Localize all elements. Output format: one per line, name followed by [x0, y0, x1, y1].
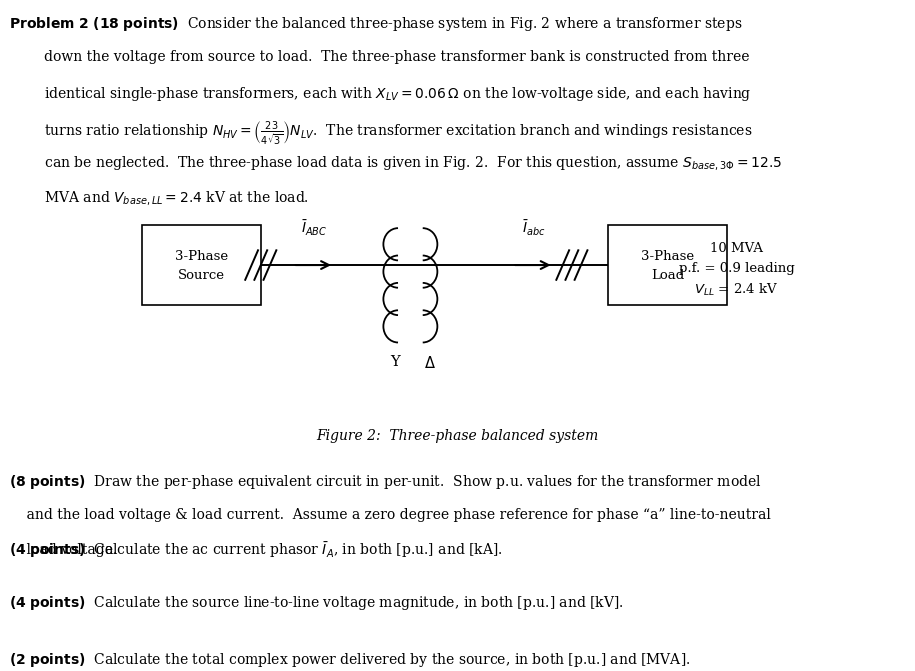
- Text: Y: Y: [391, 354, 400, 368]
- Text: 3-Phase: 3-Phase: [175, 250, 228, 264]
- Text: and the load voltage & load current.  Assume a zero degree phase reference for p: and the load voltage & load current. Ass…: [9, 508, 771, 522]
- Text: Load: Load: [651, 269, 684, 282]
- Text: $\mathbf{(8\ points)}$  Draw the per-phase equivalent circuit in per-unit.  Show: $\mathbf{(8\ points)}$ Draw the per-phas…: [9, 473, 761, 491]
- Text: 3-Phase: 3-Phase: [641, 250, 694, 264]
- Text: $\mathbf{(4\ points)}$  Calculate the source line-to-line voltage magnitude, in : $\mathbf{(4\ points)}$ Calculate the sou…: [9, 594, 624, 612]
- Text: Source: Source: [178, 269, 225, 282]
- Text: $\Delta$: $\Delta$: [425, 354, 436, 370]
- Text: $\mathbf{(2\ points)}$  Calculate the total complex power delivered by the sourc: $\mathbf{(2\ points)}$ Calculate the tot…: [9, 651, 691, 669]
- Text: $\mathbf{(4\ points)}$  Calculate the ac current phasor $\bar{I}_A$, in both [p.: $\mathbf{(4\ points)}$ Calculate the ac …: [9, 540, 502, 560]
- Text: $\bar{I}_{abc}$: $\bar{I}_{abc}$: [522, 219, 545, 238]
- Text: Figure 2:  Three-phase balanced system: Figure 2: Three-phase balanced system: [317, 429, 598, 444]
- Text: $\mathbf{Problem\ 2\ (18\ points)}$  Consider the balanced three-phase system in: $\mathbf{Problem\ 2\ (18\ points)}$ Cons…: [9, 15, 743, 33]
- Text: $V_{LL}$ = 2.4 kV: $V_{LL}$ = 2.4 kV: [694, 282, 779, 298]
- Text: load voltage.: load voltage.: [9, 543, 117, 557]
- Text: MVA and $V_{base,LL} = 2.4$ kV at the load.: MVA and $V_{base,LL} = 2.4$ kV at the lo…: [9, 189, 309, 207]
- Bar: [142, 225, 261, 305]
- Text: 10 MVA: 10 MVA: [710, 242, 763, 254]
- Text: can be neglected.  The three-phase load data is given in Fig. 2.  For this quest: can be neglected. The three-phase load d…: [9, 154, 782, 172]
- Text: down the voltage from source to load.  The three-phase transformer bank is const: down the voltage from source to load. Th…: [9, 50, 749, 64]
- Text: identical single-phase transformers, each with $X_{LV} = 0.06\,\Omega$ on the lo: identical single-phase transformers, eac…: [9, 85, 751, 103]
- Text: turns ratio relationship $N_{HV} = \left(\frac{23}{4\sqrt{3}}\right)N_{LV}$.  Th: turns ratio relationship $N_{HV} = \left…: [9, 119, 753, 147]
- Text: $\bar{I}_{ABC}$: $\bar{I}_{ABC}$: [301, 219, 327, 238]
- Text: p.f. = 0.9 leading: p.f. = 0.9 leading: [679, 262, 794, 274]
- Bar: [608, 225, 727, 305]
